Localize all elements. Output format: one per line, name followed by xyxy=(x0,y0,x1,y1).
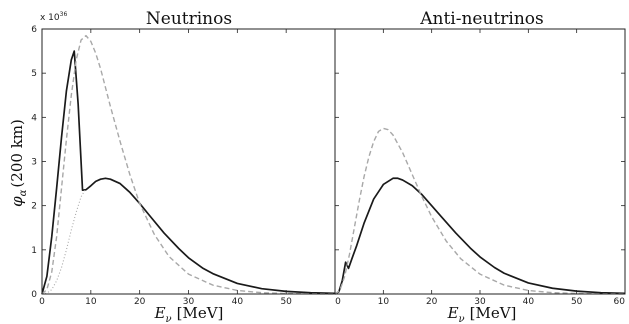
series-line-solid-black-panel-1 xyxy=(334,177,626,295)
y-tick-label: 5 xyxy=(31,69,37,79)
x-tick-label-panel-0: 40 xyxy=(232,297,244,307)
x-tick-label-panel-0: 0 xyxy=(39,297,45,307)
y-tick-label: 1 xyxy=(31,246,37,256)
x-axis-label-anti-neutrinos: Eν [MeV] xyxy=(447,304,517,324)
panel-title-neutrinos: Neutrinos xyxy=(146,9,232,29)
plot-frame-panel-1 xyxy=(334,28,626,295)
x-tick-label-panel-0: 30 xyxy=(183,297,195,307)
x-tick-label-panel-1: 50 xyxy=(571,297,583,307)
x-tick-label-panel-1: 60 xyxy=(614,297,626,307)
y-axis-label: φα(200 km) xyxy=(8,119,29,207)
x-tick-label-panel-1: 20 xyxy=(426,297,438,307)
x-tick-label-panel-1: 10 xyxy=(378,297,390,307)
y-tick-label: 6 xyxy=(31,25,37,35)
x-tick-label-panel-1: 40 xyxy=(523,297,535,307)
series-line-dotted-gray-panel-0 xyxy=(41,189,86,295)
series-line-dashed-gray-panel-0 xyxy=(41,34,336,295)
x-tick-label-panel-0: 50 xyxy=(280,297,292,307)
panel-title-anti-neutrinos: Anti-neutrinos xyxy=(419,9,544,29)
x-tick-label-panel-1: 0 xyxy=(335,297,341,307)
series-line-dashed-gray-panel-1 xyxy=(334,127,626,295)
series-line-solid-black-panel-0 xyxy=(41,50,336,295)
y-tick-label: 4 xyxy=(31,113,37,123)
x-axis-label-neutrinos: Eν [MeV] xyxy=(154,304,224,324)
x-tick-label-panel-0: 10 xyxy=(85,297,97,307)
y-multiplier: x 1036 xyxy=(40,11,67,23)
plot-frame-panel-0 xyxy=(41,28,336,295)
x-tick-label-panel-0: 20 xyxy=(134,297,146,307)
y-tick-label: 0 xyxy=(31,290,37,300)
x-tick-label-panel-1: 30 xyxy=(474,297,486,307)
y-tick-label: 3 xyxy=(31,158,37,168)
y-tick-label: 2 xyxy=(31,202,37,212)
